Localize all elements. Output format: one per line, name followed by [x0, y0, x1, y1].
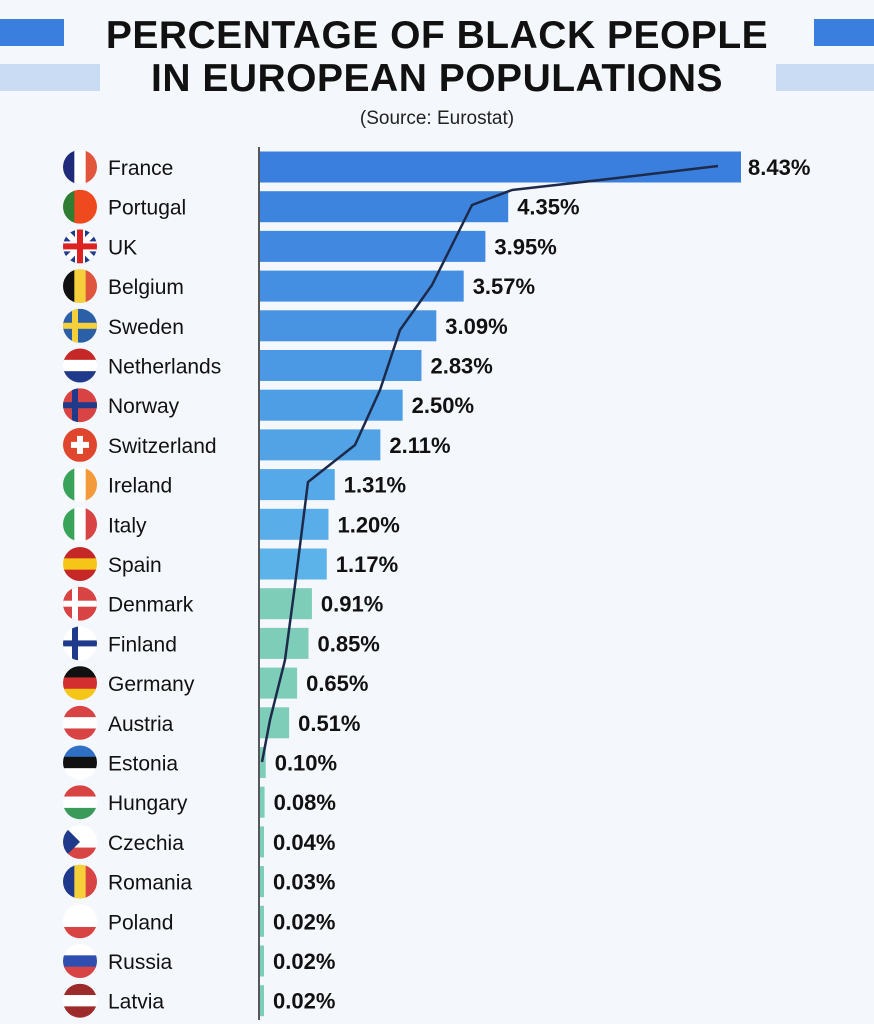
bar-romania	[260, 866, 264, 898]
bar-denmark	[260, 588, 312, 620]
category-label: Switzerland	[108, 435, 217, 458]
title-bar-right-2	[776, 64, 874, 91]
flag-icon-france	[63, 150, 97, 184]
title-bar-left-2	[0, 64, 100, 91]
value-label: 0.04%	[273, 830, 335, 855]
flag-icon-czechia	[63, 824, 97, 859]
title-bar-left-1	[0, 19, 64, 46]
value-label: 3.57%	[473, 274, 535, 299]
category-label: Russia	[108, 951, 173, 974]
value-label: 0.08%	[274, 790, 336, 815]
category-label: Poland	[108, 911, 173, 934]
flag-icon-uk	[63, 229, 97, 264]
bar-spain	[260, 548, 327, 580]
flag-icon-latvia	[63, 983, 97, 1018]
flag-icon-portugal	[63, 189, 97, 224]
bar-sweden	[260, 310, 437, 342]
bar-austria	[260, 707, 290, 739]
category-label: Denmark	[108, 594, 194, 617]
category-label: Ireland	[108, 475, 172, 498]
title-bar-right-1	[814, 19, 874, 46]
bar-norway	[260, 389, 403, 421]
category-label: Germany	[108, 673, 195, 696]
category-label: Finland	[108, 633, 177, 656]
flag-icon-russia	[63, 944, 97, 978]
category-label: France	[108, 157, 173, 180]
category-label: Hungary	[108, 792, 188, 815]
flag-icon-netherlands	[63, 348, 97, 383]
value-label: 3.95%	[494, 234, 556, 259]
chart-source: (Source: Eurostat)	[359, 108, 515, 129]
category-label: Latvia	[108, 991, 164, 1014]
category-label: Czechia	[108, 832, 184, 855]
bar-italy	[260, 508, 329, 540]
trend-line	[260, 164, 719, 763]
value-label: 1.31%	[344, 473, 406, 498]
bar-belgium	[260, 270, 464, 302]
value-label: 2.83%	[430, 354, 492, 379]
flag-icon-sweden	[63, 308, 97, 343]
chart-title-line2: IN EUROPEAN POPULATIONS	[151, 57, 723, 100]
bar-poland	[260, 905, 264, 937]
bar-ireland	[260, 469, 335, 501]
bar-estonia	[260, 747, 266, 778]
category-label: Spain	[108, 554, 162, 577]
category-label: Belgium	[108, 276, 184, 299]
value-label: 8.43%	[748, 155, 810, 180]
bar-latvia	[260, 985, 264, 1017]
value-label: 0.65%	[306, 671, 368, 696]
category-label: Austria	[108, 713, 174, 736]
flag-icon-estonia	[63, 745, 97, 780]
category-label: Netherlands	[108, 356, 221, 379]
value-label: 0.91%	[321, 592, 383, 617]
value-label: 1.17%	[336, 552, 398, 577]
flag-icon-romania	[63, 864, 97, 899]
flag-icon-austria	[63, 705, 97, 740]
flag-icon-hungary	[63, 785, 97, 820]
flag-icon-norway	[63, 388, 97, 423]
value-label: 0.51%	[298, 711, 360, 736]
flag-icon-ireland	[63, 467, 97, 502]
value-label: 0.02%	[273, 989, 335, 1014]
category-label: Estonia	[108, 753, 178, 776]
flag-icon-germany	[63, 666, 97, 701]
flag-icon-poland	[63, 904, 97, 939]
flag-icon-denmark	[63, 586, 97, 621]
bar-france	[260, 151, 741, 183]
bar-hungary	[260, 786, 265, 818]
flag-icon-belgium	[63, 269, 97, 304]
value-label: 2.50%	[412, 393, 474, 418]
value-label: 4.35%	[517, 195, 579, 220]
value-label: 0.10%	[275, 751, 337, 776]
value-label: 0.85%	[317, 631, 379, 656]
bar-finland	[260, 627, 309, 659]
category-label: Italy	[108, 514, 147, 537]
category-label: Norway	[108, 395, 180, 418]
value-label: 0.02%	[273, 949, 335, 974]
flag-icon-italy	[63, 507, 97, 542]
category-label: Romania	[108, 872, 192, 895]
category-label: UK	[108, 236, 137, 259]
bar-uk	[260, 230, 486, 262]
flag-icon-spain	[63, 547, 97, 581]
bar-netherlands	[260, 350, 422, 381]
flag-icon-switzerland	[63, 427, 97, 462]
value-label: 0.03%	[273, 870, 335, 895]
bar-russia	[260, 945, 264, 977]
chart-title-line1: PERCENTAGE OF BLACK PEOPLE	[105, 14, 769, 57]
value-label: 1.20%	[337, 512, 399, 537]
value-label: 2.11%	[389, 433, 450, 458]
flag-icon-finland	[63, 626, 97, 661]
value-label: 3.09%	[445, 314, 507, 339]
category-label: Portugal	[108, 197, 186, 220]
bar-czechia	[260, 826, 264, 858]
bar-switzerland	[260, 429, 381, 461]
value-label: 0.02%	[273, 909, 335, 934]
category-label: Sweden	[108, 316, 184, 339]
